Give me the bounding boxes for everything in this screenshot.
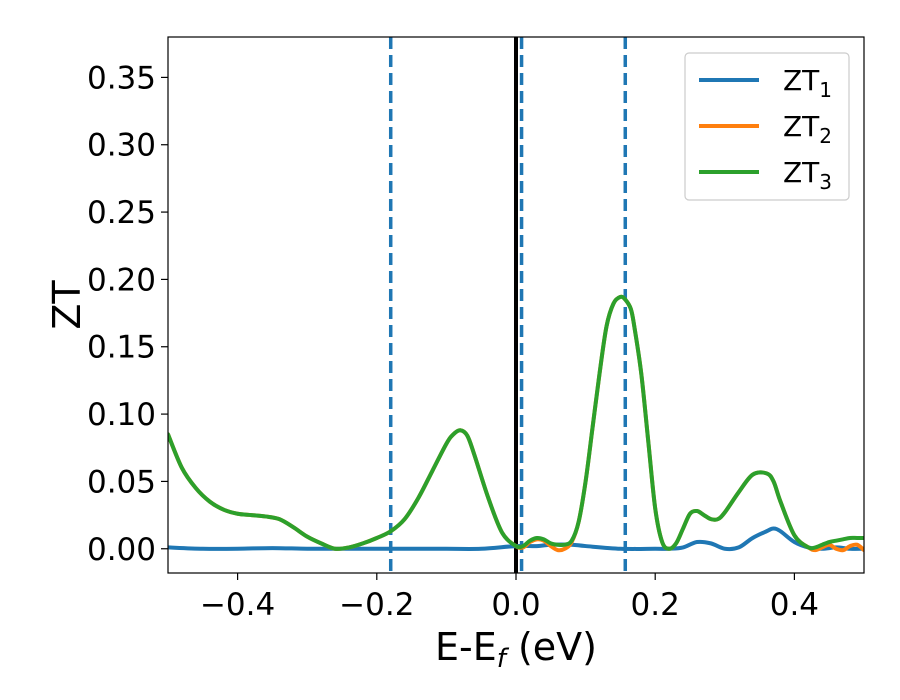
legend-label-subscript: 1	[819, 78, 832, 102]
x-tick-label: −0.4	[200, 587, 275, 623]
legend-label-main: ZT	[783, 64, 820, 97]
legend-label-zt1: ZT1	[783, 64, 832, 102]
x-tick-label: 0.2	[631, 587, 680, 623]
legend-label-zt3: ZT3	[783, 156, 832, 194]
x-axis-title-unit: (eV)	[506, 625, 597, 669]
legend-box	[684, 52, 850, 201]
y-axis-title: ZT	[45, 280, 89, 330]
x-tick-label: 0.4	[770, 587, 819, 623]
legend-label-main: ZT	[783, 110, 820, 143]
y-tick-label: 0.10	[87, 397, 156, 433]
x-axis-ticks: −0.4 −0.2 0.0 0.2 0.4	[200, 573, 819, 623]
y-tick-label: 0.30	[87, 128, 156, 164]
vertical-reference-lines	[388, 37, 628, 573]
x-axis-title-main: E-E	[435, 625, 497, 669]
x-axis-title: E-Ef (eV)	[435, 625, 597, 674]
series-line-zt3	[168, 294, 864, 551]
series-lines	[168, 294, 864, 553]
legend-label-zt2: ZT2	[783, 110, 832, 148]
y-tick-label: 0.05	[87, 464, 156, 500]
legend-label-main: ZT	[783, 156, 820, 189]
legend-label-subscript: 2	[819, 124, 832, 148]
y-tick-label: 0.20	[87, 262, 156, 298]
series-line-zt1	[168, 526, 864, 552]
y-tick-label: 0.25	[87, 195, 156, 231]
y-tick-label: 0.15	[87, 330, 156, 366]
y-tick-label: 0.00	[87, 532, 156, 568]
y-axis-ticks: 0.00 0.05 0.10 0.15 0.20 0.25 0.30 0.35	[87, 60, 168, 568]
y-tick-label: 0.35	[87, 60, 156, 96]
legend-label-subscript: 3	[819, 170, 832, 194]
x-tick-label: 0.0	[491, 587, 540, 623]
x-tick-label: −0.2	[339, 587, 414, 623]
